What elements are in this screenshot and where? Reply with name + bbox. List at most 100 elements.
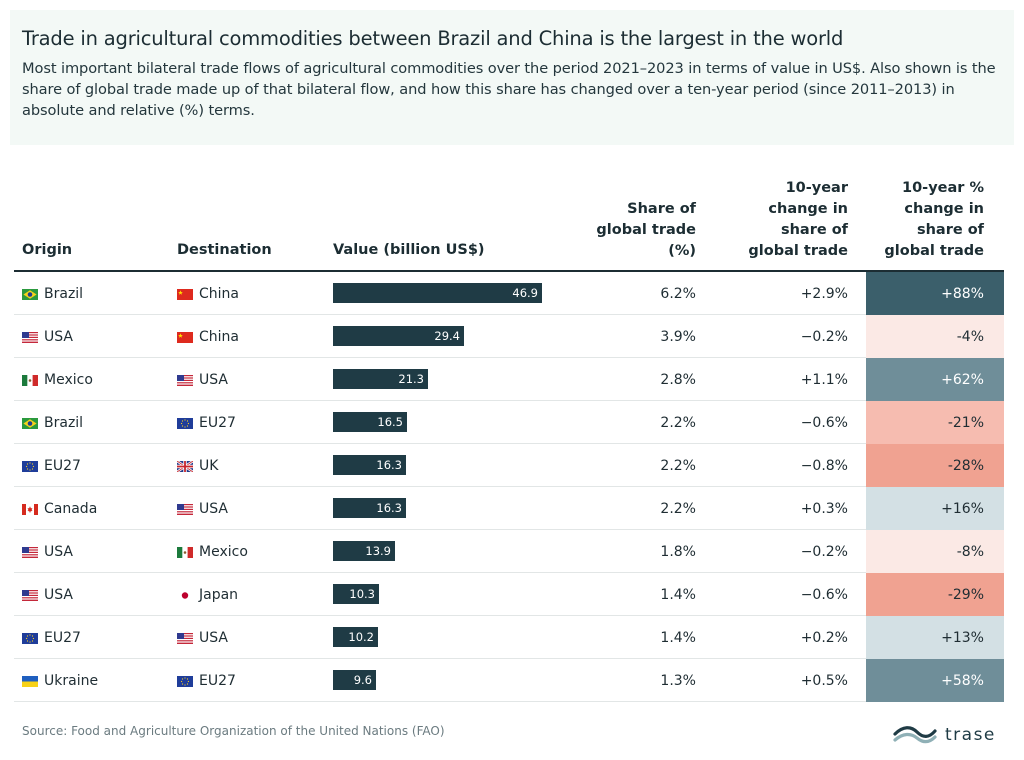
change-rel-cell: +88%: [866, 272, 1004, 315]
usa-flag-icon: [22, 546, 38, 558]
destination-cell: USA: [177, 616, 327, 659]
change-rel-text: -4%: [956, 328, 984, 345]
column-header-destination: Destination: [177, 242, 272, 258]
change-abs-cell: −0.6%: [742, 573, 848, 616]
origin-cell: USA: [22, 573, 172, 616]
change-rel-cell: +13%: [866, 616, 1004, 659]
canada-flag-icon: [22, 503, 38, 515]
change-abs-cell-text: +0.5%: [800, 672, 848, 689]
share-cell: 1.8%: [590, 530, 696, 573]
origin-cell: Brazil: [22, 401, 172, 444]
change-rel-cell: -4%: [866, 315, 1004, 358]
share-cell: 1.3%: [590, 659, 696, 702]
china-flag-icon: [177, 331, 193, 343]
change-rel-cell: -28%: [866, 444, 1004, 487]
value-bar: 46.9: [333, 283, 542, 303]
destination-cell-text: Mexico: [199, 543, 248, 560]
value-bar-label: 16.3: [376, 458, 402, 472]
value-bar: 13.9: [333, 541, 395, 561]
brazil-flag-icon: [22, 417, 38, 429]
destination-cell-text: EU27: [199, 414, 236, 431]
trase-wave-icon: [893, 726, 937, 744]
change-rel-cell: +58%: [866, 659, 1004, 702]
source-note: Source: Food and Agriculture Organizatio…: [22, 724, 445, 738]
share-cell: 2.2%: [590, 444, 696, 487]
origin-cell: EU27: [22, 616, 172, 659]
destination-cell: USA: [177, 487, 327, 530]
table-row: Brazil EU27 16.5 2.2% −0.6% -21%: [14, 401, 1004, 444]
usa-flag-icon: [22, 331, 38, 343]
trase-logo: trase: [893, 725, 996, 745]
change-abs-cell: +0.2%: [742, 616, 848, 659]
table-row: EU27 UK 16.3 2.2% −0.8% -28%: [14, 444, 1004, 487]
origin-cell-text: Canada: [44, 500, 98, 517]
trase-logo-text: trase: [945, 725, 996, 745]
column-header-origin: Origin: [22, 242, 73, 258]
table-row: USA Mexico 13.9 1.8% −0.2% -8%: [14, 530, 1004, 573]
change-rel-text: -28%: [947, 457, 984, 474]
destination-cell-text: USA: [199, 371, 228, 388]
share-cell: 1.4%: [590, 573, 696, 616]
origin-cell-text: EU27: [44, 457, 81, 474]
usa-flag-icon: [177, 503, 193, 515]
destination-cell-text: China: [199, 328, 239, 345]
value-bar-label: 10.2: [348, 630, 374, 644]
destination-cell: China: [177, 272, 327, 315]
change-rel-text: -29%: [947, 586, 984, 603]
origin-cell: USA: [22, 530, 172, 573]
change-abs-cell: −0.6%: [742, 401, 848, 444]
change-rel-cell: -8%: [866, 530, 1004, 573]
origin-cell-text: USA: [44, 328, 73, 345]
destination-cell: EU27: [177, 401, 327, 444]
change-abs-cell-text: −0.8%: [800, 457, 848, 474]
column-header-change-rel: 10-year % change in share of global trad…: [884, 180, 984, 259]
header-divider: [14, 270, 1004, 272]
destination-cell-text: USA: [199, 629, 228, 646]
change-abs-cell-text: +1.1%: [800, 371, 848, 388]
table-row: EU27 USA 10.2 1.4% +0.2% +13%: [14, 616, 1004, 659]
uk-flag-icon: [176, 460, 194, 473]
column-header-value: Value (billion US$): [333, 242, 485, 258]
value-bar: 16.3: [333, 498, 406, 518]
share-cell: 6.2%: [590, 272, 696, 315]
share-cell-text: 1.4%: [660, 629, 696, 646]
ukraine-flag-icon: [22, 675, 38, 687]
change-rel-cell: -29%: [866, 573, 1004, 616]
share-cell: 1.4%: [590, 616, 696, 659]
value-bar-label: 13.9: [365, 544, 391, 558]
value-bar: 29.4: [333, 326, 464, 346]
change-rel-text: -8%: [956, 543, 984, 560]
value-bar: 21.3: [333, 369, 428, 389]
usa-flag-icon: [22, 589, 38, 601]
origin-cell: USA: [22, 315, 172, 358]
origin-cell: EU27: [22, 444, 172, 487]
table-row: Mexico USA 21.3 2.8% +1.1% +62%: [14, 358, 1004, 401]
change-abs-cell-text: −0.6%: [800, 586, 848, 603]
origin-cell: Canada: [22, 487, 172, 530]
value-bar-label: 46.9: [512, 286, 538, 300]
value-bar-label: 9.6: [353, 673, 372, 687]
destination-cell: China: [177, 315, 327, 358]
destination-cell: USA: [177, 358, 327, 401]
origin-cell-text: Mexico: [44, 371, 93, 388]
share-cell: 2.2%: [590, 401, 696, 444]
value-bar-label: 16.3: [376, 501, 402, 515]
destination-cell: Japan: [177, 573, 327, 616]
origin-cell-text: Brazil: [44, 414, 84, 431]
usa-flag-icon: [177, 374, 193, 386]
change-rel-text: +62%: [941, 371, 984, 388]
change-rel-cell: +62%: [866, 358, 1004, 401]
origin-cell-text: USA: [44, 586, 73, 603]
value-bar: 16.5: [333, 412, 407, 432]
change-abs-cell: −0.2%: [742, 530, 848, 573]
change-abs-cell: +0.3%: [742, 487, 848, 530]
japan-flag-icon: [177, 589, 193, 601]
china-flag-icon: [177, 288, 193, 300]
change-abs-cell: −0.2%: [742, 315, 848, 358]
origin-cell: Brazil: [22, 272, 172, 315]
change-abs-cell: +1.1%: [742, 358, 848, 401]
origin-cell-text: Ukraine: [44, 672, 99, 689]
change-abs-cell-text: −0.2%: [800, 543, 848, 560]
mexico-flag-icon: [22, 374, 38, 386]
share-cell-text: 1.4%: [660, 586, 696, 603]
